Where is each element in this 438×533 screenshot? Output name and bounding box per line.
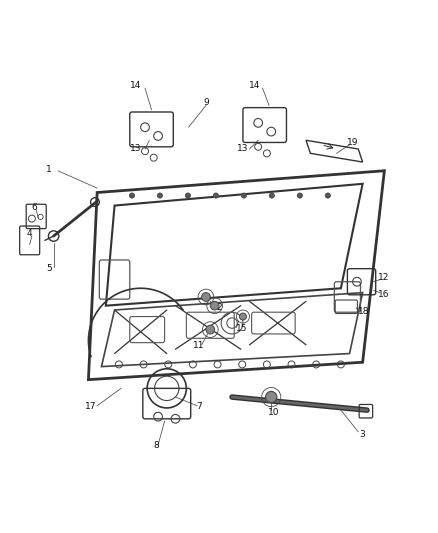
Text: 14: 14 [249, 81, 260, 90]
Circle shape [297, 193, 302, 198]
Text: 16: 16 [378, 290, 389, 300]
Circle shape [201, 293, 210, 301]
Text: 4: 4 [27, 229, 32, 238]
Text: 14: 14 [130, 81, 141, 90]
Circle shape [210, 301, 219, 310]
Text: 8: 8 [153, 441, 159, 450]
Text: 13: 13 [237, 144, 249, 154]
Text: 2: 2 [216, 303, 222, 312]
Circle shape [269, 193, 275, 198]
Text: 17: 17 [85, 402, 96, 411]
Text: 1: 1 [46, 165, 52, 174]
Text: 7: 7 [197, 402, 202, 411]
Text: 6: 6 [31, 203, 37, 212]
Text: 13: 13 [130, 144, 141, 154]
Circle shape [240, 313, 247, 320]
Text: 11: 11 [193, 341, 205, 350]
Circle shape [206, 325, 215, 334]
Text: 10: 10 [268, 408, 279, 417]
Circle shape [265, 391, 277, 403]
Circle shape [241, 193, 247, 198]
Text: 19: 19 [347, 139, 359, 148]
Circle shape [213, 193, 219, 198]
Circle shape [185, 193, 191, 198]
Text: 3: 3 [360, 430, 365, 439]
Text: 9: 9 [203, 98, 209, 107]
Circle shape [325, 193, 330, 198]
Circle shape [157, 193, 162, 198]
Text: 15: 15 [237, 324, 248, 333]
Text: 5: 5 [46, 264, 52, 273]
Text: 12: 12 [378, 273, 389, 282]
Circle shape [129, 193, 134, 198]
Text: 18: 18 [358, 307, 370, 316]
